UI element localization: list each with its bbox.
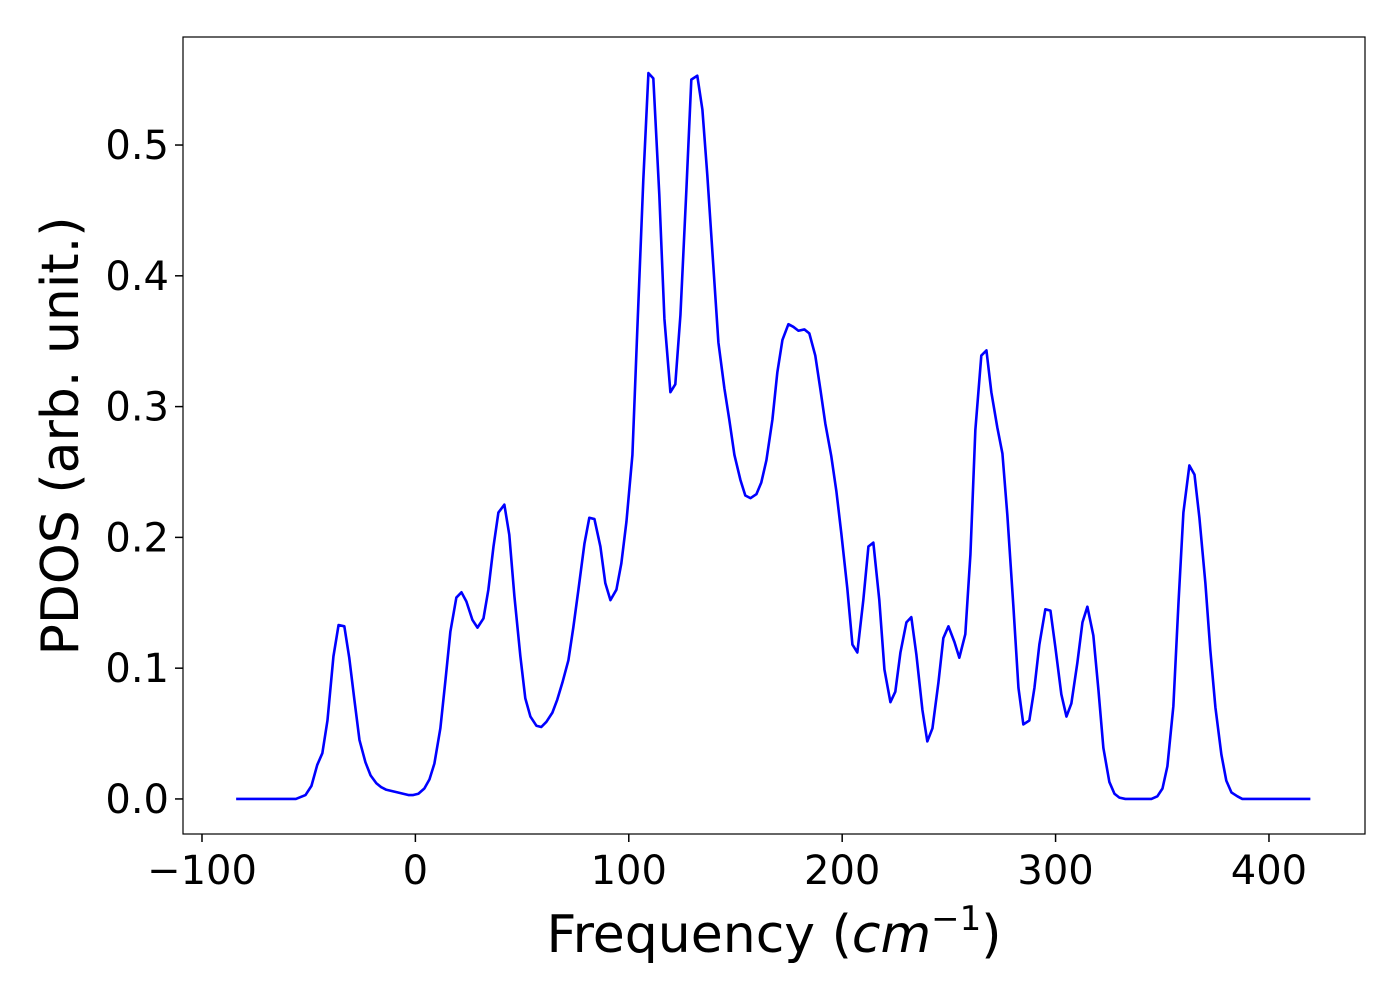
x-tick-label: 300 [1017, 848, 1093, 894]
y-axis-label: PDOS (arb. unit.) [31, 216, 91, 655]
y-tick-label: 0.1 [105, 646, 169, 692]
y-tick-label: 0.4 [105, 254, 169, 300]
x-axis-label: Frequency (cm−1) [546, 899, 1001, 965]
x-tick-label: −100 [147, 848, 257, 894]
x-label-superscript: −1 [931, 899, 981, 939]
pdos-line [236, 71, 1311, 801]
plot-frame [182, 36, 1366, 835]
x-tick-label: 0 [403, 848, 428, 894]
x-label-math: cm [852, 905, 931, 965]
y-tick-label: 0.2 [105, 515, 169, 561]
x-tick-label: 200 [804, 848, 880, 894]
x-label-text: ) [981, 905, 1001, 965]
x-label-text: Frequency ( [546, 905, 851, 965]
x-tick-label: 400 [1231, 848, 1307, 894]
y-tick-label: 0.0 [105, 777, 169, 823]
y-tick-label: 0.3 [105, 385, 169, 431]
y-tick-label: 0.5 [105, 123, 169, 169]
x-tick-label: 100 [591, 848, 667, 894]
